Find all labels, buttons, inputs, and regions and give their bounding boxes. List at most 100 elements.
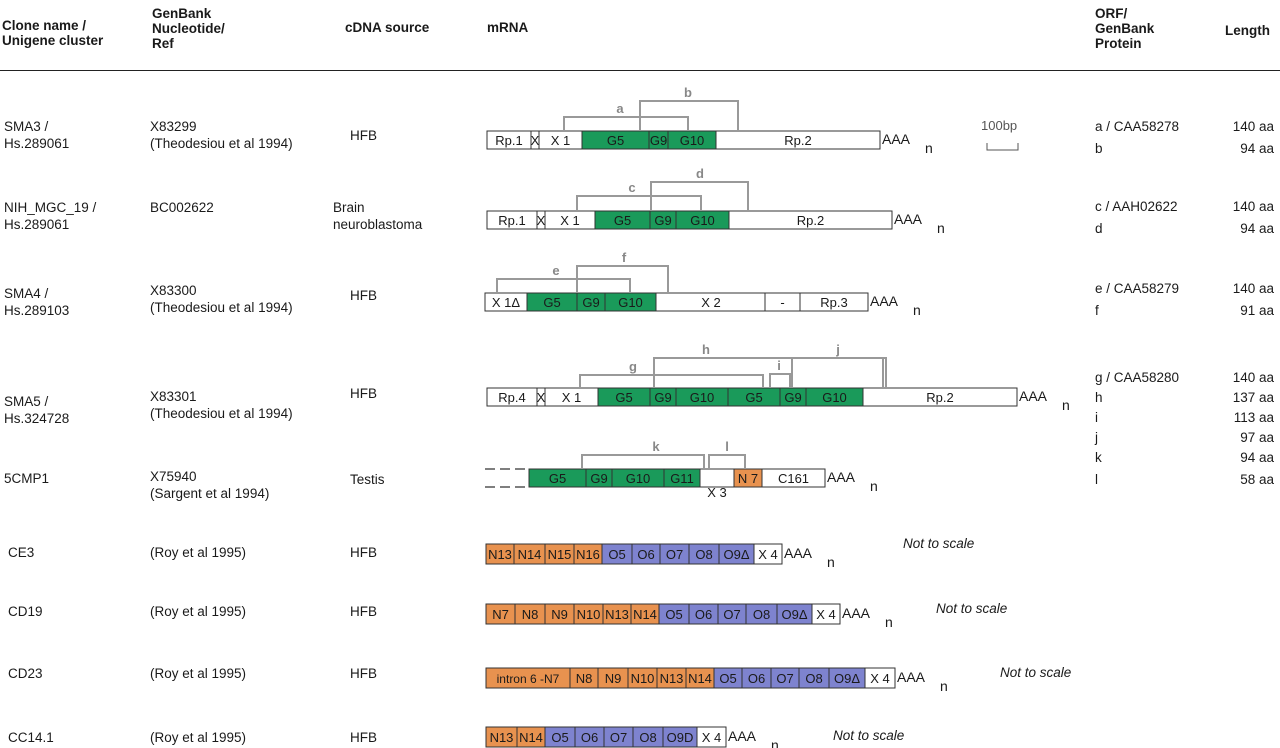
exon-segment <box>864 667 896 689</box>
segment-label: N13 <box>490 730 514 745</box>
orf-bracket <box>708 454 746 469</box>
segment-label: G9 <box>582 295 599 310</box>
segment-label: X 1 <box>562 390 582 405</box>
header-genbank: GenBank Nucleotide/ Ref <box>152 6 225 51</box>
segment-label: X 3 <box>707 485 727 500</box>
header-length: Length <box>1225 23 1270 38</box>
header-mrna: mRNA <box>487 20 529 35</box>
segment-label: O7 <box>776 671 793 686</box>
orf-bracket <box>581 454 705 469</box>
genbank-ref: X83300 (Theodesiou et al 1994) <box>150 283 293 315</box>
segment-label: Rp.1 <box>498 213 525 228</box>
segment-label: O5 <box>608 547 625 562</box>
segment-label: Rp.2 <box>784 133 811 148</box>
segment-label: G10 <box>618 295 643 310</box>
clone-name: SMA4 / Hs.289103 <box>4 286 70 318</box>
header-clone: Clone name / Unigene cluster <box>2 18 104 48</box>
orf-bracket-label: j <box>835 342 840 357</box>
poly-a-n-label: n <box>870 478 878 494</box>
header-divider <box>0 70 1280 71</box>
segment-label: N10 <box>577 607 601 622</box>
segment-label: Rp.2 <box>797 213 824 228</box>
orf-list: e / CAA58279 f <box>1095 281 1180 318</box>
segment-label: X 4 <box>870 671 890 686</box>
exon-segment <box>753 543 783 565</box>
segment-label: O9D <box>667 730 694 745</box>
segment-label: O7 <box>723 607 740 622</box>
exon-segment <box>761 468 826 488</box>
segment-label: G9 <box>590 471 607 486</box>
header-source: cDNA source <box>345 20 430 35</box>
clone-name: SMA5 / Hs.324728 <box>4 394 70 426</box>
segment-label: N9 <box>605 671 622 686</box>
segment-label: Rp.4 <box>498 390 525 405</box>
segment-label: N9 <box>551 607 568 622</box>
segment-label: G5 <box>614 213 631 228</box>
segment-label: N10 <box>631 671 655 686</box>
header-orf: ORF/ GenBank Protein <box>1095 6 1155 51</box>
exon-segment <box>811 603 841 625</box>
clone-name: CE3 <box>8 545 35 560</box>
orf-bracket <box>496 278 631 293</box>
poly-a-label: AAA <box>882 131 911 147</box>
genbank-ref: X83301 (Theodesiou et al 1994) <box>150 389 293 421</box>
poly-a-label: AAA <box>894 211 923 227</box>
orf-bracket <box>650 181 749 211</box>
genbank-ref: (Roy et al 1995) <box>150 730 247 745</box>
segment-label: Rp.3 <box>820 295 847 310</box>
segment-label: O6 <box>581 730 598 745</box>
segment-label: N14 <box>518 547 542 562</box>
segment-label: C161 <box>778 471 809 486</box>
poly-a-label: AAA <box>827 469 856 485</box>
poly-a-label: AAA <box>897 669 926 685</box>
orf-bracket <box>791 357 887 388</box>
not-to-scale-note: Not to scale <box>833 728 905 743</box>
orf-bracket-label: e <box>552 263 559 278</box>
segment-label: X 4 <box>758 547 778 562</box>
length-list: 140 aa 94 aa <box>1232 199 1274 236</box>
segment-label: O5 <box>551 730 568 745</box>
segment-label: N 7 <box>738 471 758 486</box>
segment-label: G10 <box>690 390 715 405</box>
cdna-source: Testis <box>350 472 385 487</box>
segment-label: G10 <box>680 133 705 148</box>
segment-label: G5 <box>745 390 762 405</box>
segment-label: O9Δ <box>723 547 749 562</box>
segment-label: X 4 <box>702 730 722 745</box>
segment-label: O7 <box>666 547 683 562</box>
genbank-ref: X83299 (Theodesiou et al 1994) <box>150 119 293 151</box>
segment-label: O6 <box>695 607 712 622</box>
genbank-ref: X75940 (Sargent et al 1994) <box>150 469 270 501</box>
orf-bracket <box>563 116 689 131</box>
segment-label: X <box>531 133 540 148</box>
exon-segment <box>715 130 881 150</box>
poly-a-n-label: n <box>925 140 933 156</box>
cdna-source: HFB <box>350 386 377 401</box>
orf-bracket-label: l <box>725 439 729 454</box>
segment-label: G5 <box>549 471 566 486</box>
segment-label: N8 <box>576 671 593 686</box>
length-list: 140 aa 91 aa <box>1232 281 1274 318</box>
not-to-scale-note: Not to scale <box>1000 665 1072 680</box>
segment-label: O6 <box>748 671 765 686</box>
poly-a-label: AAA <box>870 293 899 309</box>
segment-label: G9 <box>784 390 801 405</box>
segment-label: G10 <box>626 471 651 486</box>
segment-label: G5 <box>615 390 632 405</box>
orf-list: a / CAA58278 b <box>1095 119 1180 156</box>
segment-label: G9 <box>654 213 671 228</box>
clone-name: CD23 <box>8 666 43 681</box>
segment-label: N16 <box>576 547 600 562</box>
segment-label: N13 <box>660 671 684 686</box>
length-list: 140 aa 94 aa <box>1232 119 1274 156</box>
orf-bracket-label: f <box>622 250 627 265</box>
segment-label: X 2 <box>701 295 721 310</box>
poly-a-n-label: n <box>940 678 948 694</box>
segment-label: O8 <box>753 607 770 622</box>
orf-bracket-label: h <box>702 342 710 357</box>
cdna-source: HFB <box>350 730 377 745</box>
segment-label: N13 <box>605 607 629 622</box>
segment-label: O8 <box>695 547 712 562</box>
poly-a-n-label: n <box>1062 397 1070 413</box>
orf-bracket <box>579 374 764 388</box>
